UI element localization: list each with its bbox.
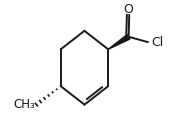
Polygon shape <box>108 35 130 49</box>
Text: CH₃: CH₃ <box>13 98 35 111</box>
Text: Cl: Cl <box>152 36 164 49</box>
Text: O: O <box>123 3 133 16</box>
